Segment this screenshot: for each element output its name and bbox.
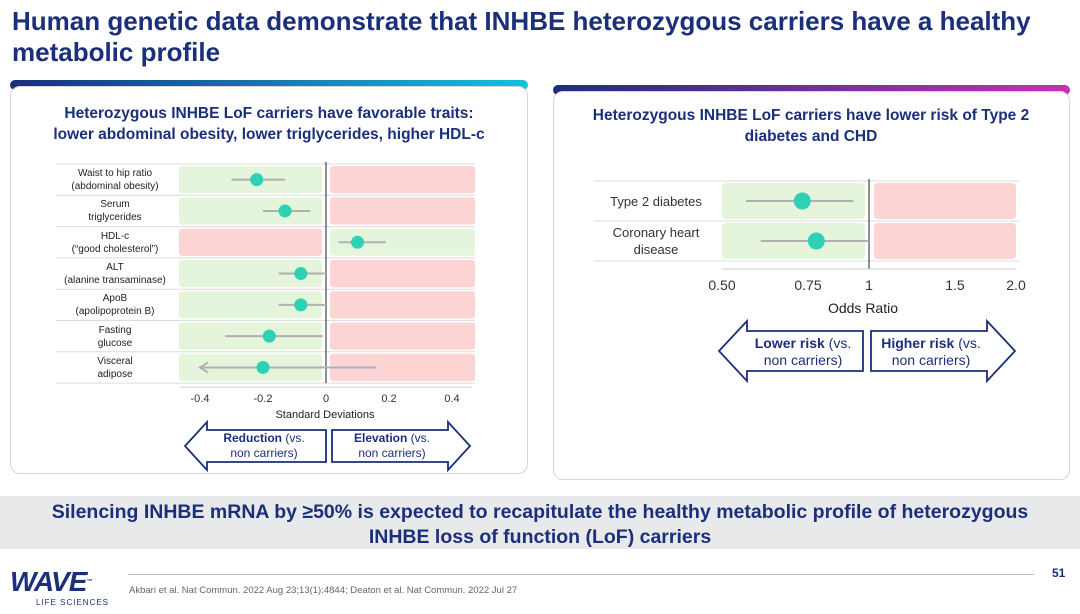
right-panel-accent-bar (553, 85, 1070, 95)
effect-estimate-point (294, 298, 308, 312)
slide-title: Human genetic data demonstrate that INHB… (12, 6, 1031, 67)
effect-estimate-point (351, 235, 364, 249)
left-row-label: Waist to hip ratio (abdominal obesity) (52, 167, 178, 193)
truncation-arrow-icon (198, 361, 209, 374)
odds-ratio-point (793, 192, 811, 210)
x-tick-label: 0.75 (794, 277, 821, 293)
left-row-label: ApoB (apolipoprotein B) (52, 292, 178, 318)
effect-estimate-point (262, 329, 276, 343)
right-zone-unfavorable (330, 166, 475, 194)
footer-divider (128, 574, 1034, 575)
right-row-label-line1: Type 2 diabetes (610, 193, 702, 209)
right-row-label-line1: Coronary heart (612, 225, 700, 240)
higher-risk-arrow-label: Higher risk (vs. non carriers) (881, 335, 981, 368)
logo-subtitle: LIFE SCIENCES (36, 598, 110, 607)
right-zone-unfavorable (330, 291, 475, 319)
left-row-label-line2: (alanine transaminase) (64, 274, 166, 286)
right-row-label-line2: disease (633, 242, 679, 257)
reduction-arrow-label: Reduction (vs. non carriers) (223, 431, 305, 460)
x-tick-label: 1.5 (945, 277, 965, 293)
left-panel-accent-bar (10, 80, 528, 90)
right-panel-title-line2: diabetes and CHD (744, 128, 878, 145)
left-row-label-line2: (apolipoprotein B) (75, 306, 155, 318)
left-row-label-line2: (“good cholesterol”) (71, 243, 159, 255)
left-row-label-line2: glucose (97, 337, 133, 349)
odds-ratio-point (807, 232, 825, 250)
x-tick-label: -0.2 (254, 393, 273, 405)
left-row-label: Fasting glucose (52, 324, 178, 350)
left-row-label: ALT (alanine transaminase) (52, 261, 178, 287)
higher-risk-arrow (870, 319, 1017, 383)
left-row-label-line1: Visceral (97, 355, 133, 367)
left-row-label-line1: HDL-c (100, 230, 130, 242)
higher-risk-zone (874, 183, 1016, 219)
x-axis-label: Odds Ratio (828, 300, 898, 316)
left-row-label-line2: adipose (97, 368, 133, 380)
right-panel-title-line1: Heterozygous INHBE LoF carriers have low… (592, 107, 1030, 124)
logo-trademark: ™ (86, 579, 92, 585)
effect-estimate-point (294, 267, 308, 281)
lower-risk-arrow-label: Lower risk (vs. non carriers) (754, 335, 852, 368)
bottom-banner (0, 496, 1080, 549)
page-number: 51 (1052, 566, 1066, 580)
wave-logo: WAVE™ LIFE SCIENCES (10, 566, 110, 608)
left-row-label-line1: Fasting (98, 324, 132, 336)
x-tick-label: 0.2 (381, 393, 396, 405)
reduction-arrow (183, 420, 327, 472)
banner-text: Silencing INHBE mRNA by ≥50% is expected… (51, 501, 1029, 548)
right-zone-unfavorable (330, 197, 475, 225)
x-tick-label: 0.50 (708, 277, 735, 293)
left-row-label-line1: Waist to hip ratio (77, 168, 153, 179)
x-tick-label: 1 (865, 277, 873, 293)
left-zone-favorable (179, 259, 322, 288)
x-tick-label: -0.4 (191, 393, 210, 405)
right-zone-favorable (330, 228, 475, 256)
x-tick-label: 0.4 (444, 393, 459, 405)
x-axis-label: Standard Deviations (275, 409, 375, 421)
effect-estimate-point (250, 173, 264, 187)
logo-wordmark: WAVE (10, 566, 87, 597)
left-row-label: HDL-c (“good cholesterol”) (52, 230, 178, 256)
right-zone-unfavorable (330, 322, 475, 350)
right-panel-title: Heterozygous INHBE LoF carriers have low… (560, 105, 1062, 147)
elevation-arrow (331, 420, 472, 472)
left-panel-title-line2: lower abdominal obesity, lower triglycer… (53, 126, 485, 143)
x-tick-label: 0 (323, 393, 329, 405)
right-panel (553, 91, 1070, 480)
left-row-label-line1: Serum (100, 199, 130, 211)
higher-risk-zone (874, 223, 1016, 259)
effect-estimate-point (278, 204, 292, 218)
lower-risk-arrow (717, 319, 864, 383)
left-zone-favorable (179, 291, 322, 319)
left-row-label: Serum triglycerides (52, 198, 178, 224)
left-panel-title: Heterozygous INHBE LoF carriers have fav… (14, 103, 524, 145)
left-row-label: Visceral adipose (52, 355, 178, 381)
left-row-label-line2: triglycerides (88, 212, 142, 224)
citation: Akbari et al. Nat Commun. 2022 Aug 23;13… (129, 585, 518, 596)
x-tick-label: 2.0 (1006, 277, 1026, 293)
effect-estimate-point (256, 360, 270, 374)
left-row-label-line1: ALT (106, 261, 124, 273)
right-row-label: Type 2 diabetes (594, 193, 718, 210)
left-panel-title-line1: Heterozygous INHBE LoF carriers have fav… (64, 105, 474, 122)
left-row-label-line2: (abdominal obesity) (71, 181, 159, 192)
left-row-label-line1: ApoB (102, 293, 128, 305)
left-zone-favorable (179, 197, 322, 225)
elevation-arrow-label: Elevation (vs. non carriers) (353, 431, 431, 460)
right-zone-unfavorable (330, 353, 475, 382)
right-zone-unfavorable (330, 259, 475, 288)
left-zone-unfavorable (179, 228, 322, 256)
right-row-label: Coronary heart disease (594, 224, 718, 258)
